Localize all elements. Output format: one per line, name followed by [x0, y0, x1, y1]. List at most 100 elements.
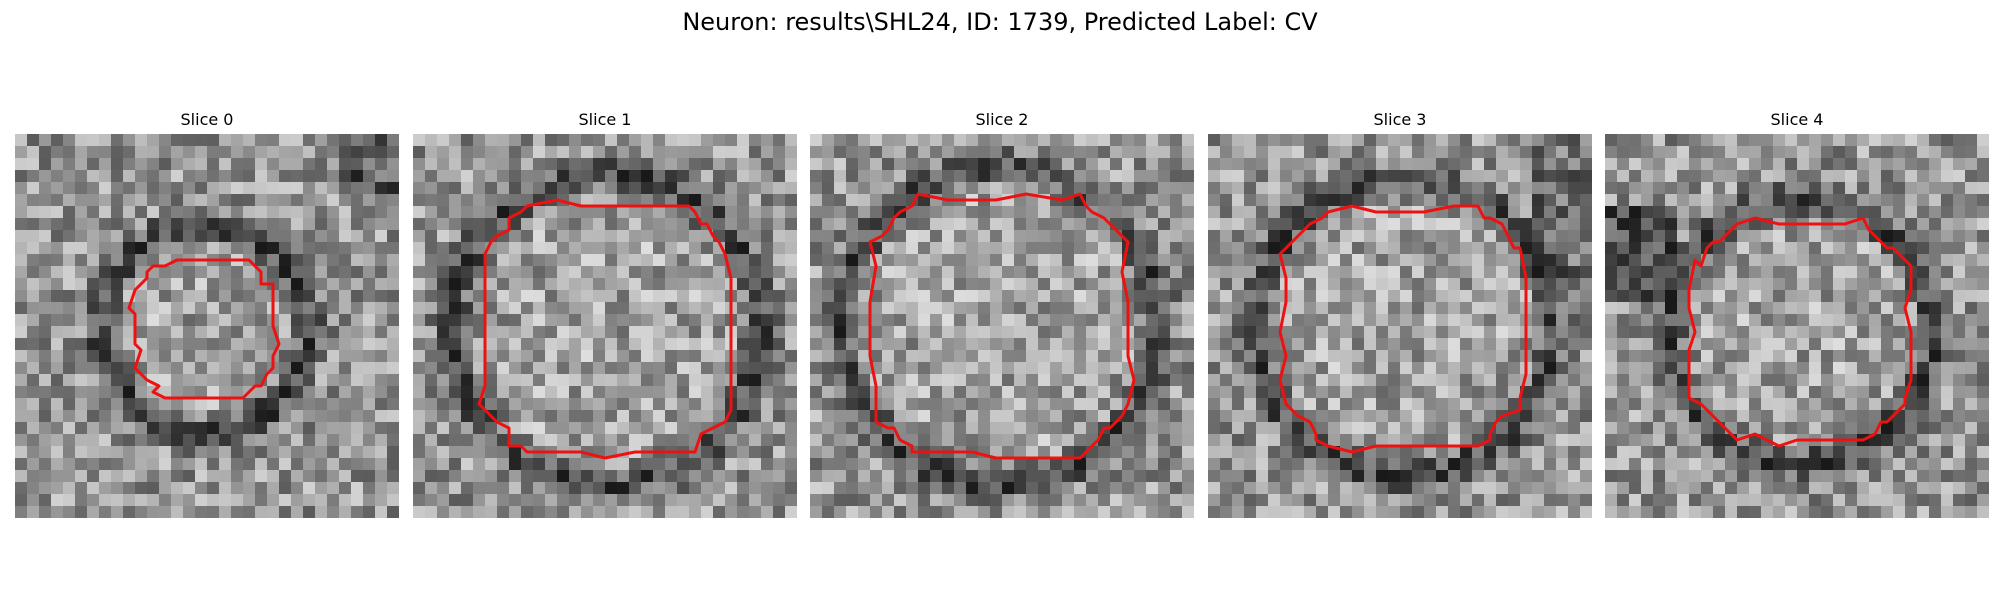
slice-pixel	[1146, 434, 1158, 446]
slice-pixel	[1797, 182, 1809, 194]
slice-pixel	[1821, 230, 1833, 242]
slice-pixel	[351, 182, 363, 194]
slice-pixel	[159, 278, 171, 290]
slice-pixel	[1689, 146, 1701, 158]
slice-pixel	[749, 446, 761, 458]
slice-pixel	[147, 278, 159, 290]
slice-panel-0: Slice 0	[15, 108, 399, 518]
slice-pixel	[219, 350, 231, 362]
slice-pixel	[1761, 458, 1773, 470]
slice-pixel	[1833, 254, 1845, 266]
slice-pixel	[1532, 362, 1544, 374]
slice-pixel	[1134, 374, 1146, 386]
slice-pixel	[1086, 506, 1098, 518]
slice-pixel	[990, 338, 1002, 350]
slice-pixel	[1677, 254, 1689, 266]
slice-pixel	[1496, 314, 1508, 326]
slice-pixel	[27, 350, 39, 362]
slice-pixel	[171, 362, 183, 374]
slice-pixel	[533, 182, 545, 194]
slice-pixel	[1158, 386, 1170, 398]
slice-pixel	[1580, 494, 1592, 506]
slice-pixel	[1364, 146, 1376, 158]
slice-pixel	[954, 230, 966, 242]
slice-pixel	[954, 398, 966, 410]
slice-pixel	[773, 482, 785, 494]
slice-pixel	[1110, 194, 1122, 206]
slice-pixel	[545, 206, 557, 218]
slice-pixel	[1400, 278, 1412, 290]
slice-pixel	[1568, 266, 1580, 278]
slice-pixel	[1605, 278, 1617, 290]
slice-pixel	[749, 254, 761, 266]
slice-pixel	[27, 314, 39, 326]
slice-pixel	[425, 494, 437, 506]
slice-pixel	[1677, 278, 1689, 290]
slice-pixel	[1352, 494, 1364, 506]
slice-pixel	[521, 230, 533, 242]
slice-pixel	[1953, 326, 1965, 338]
slice-pixel	[1857, 242, 1869, 254]
slice-pixel	[966, 350, 978, 362]
slice-pixel	[1953, 446, 1965, 458]
slice-pixel	[1629, 230, 1641, 242]
slice-pixel	[1568, 230, 1580, 242]
slice-pixel	[1376, 386, 1388, 398]
slice-pixel	[1641, 158, 1653, 170]
slice-pixel	[1268, 158, 1280, 170]
slice-pixel	[327, 218, 339, 230]
slice-pixel	[677, 398, 689, 410]
slice-pixel	[882, 362, 894, 374]
slice-pixel	[87, 422, 99, 434]
slice-pixel	[51, 386, 63, 398]
slice-pixel	[1002, 218, 1014, 230]
slice-pixel	[15, 446, 27, 458]
slice-pixel	[1653, 410, 1665, 422]
slice-pixel	[1749, 362, 1761, 374]
slice-pixel	[749, 182, 761, 194]
slice-pixel	[1340, 146, 1352, 158]
slice-pixel	[1472, 146, 1484, 158]
slice-pixel	[569, 218, 581, 230]
slice-pixel	[111, 338, 123, 350]
slice-pixel	[315, 182, 327, 194]
slice-pixel	[1460, 506, 1472, 518]
slice-pixel	[413, 422, 425, 434]
slice-pixel	[75, 242, 87, 254]
slice-pixel	[1038, 494, 1050, 506]
slice-pixel	[1376, 146, 1388, 158]
slice-pixel	[761, 350, 773, 362]
slice-pixel	[1038, 350, 1050, 362]
slice-pixel	[1376, 410, 1388, 422]
slice-pixel	[39, 302, 51, 314]
slice-pixel	[63, 290, 75, 302]
slice-pixel	[1268, 242, 1280, 254]
slice-pixel	[918, 398, 930, 410]
slice-pixel	[1605, 326, 1617, 338]
slice-pixel	[147, 422, 159, 434]
slice-pixel	[1340, 362, 1352, 374]
slice-pixel	[617, 458, 629, 470]
slice-pixel	[834, 206, 846, 218]
slice-pixel	[1098, 386, 1110, 398]
slice-pixel	[1448, 290, 1460, 302]
slice-pixel	[75, 158, 87, 170]
slice-pixel	[351, 314, 363, 326]
slice-pixel	[1773, 206, 1785, 218]
slice-pixel	[375, 422, 387, 434]
slice-pixel	[1352, 410, 1364, 422]
slice-pixel	[737, 242, 749, 254]
slice-pixel	[978, 326, 990, 338]
slice-pixel	[279, 314, 291, 326]
slice-pixel	[1244, 134, 1256, 146]
slice-pixel	[1665, 458, 1677, 470]
slice-pixel	[339, 314, 351, 326]
slice-pixel	[761, 290, 773, 302]
slice-pixel	[1677, 314, 1689, 326]
slice-pixel	[725, 470, 737, 482]
slice-pixel	[906, 350, 918, 362]
slice-pixel	[749, 458, 761, 470]
slice-pixel	[605, 278, 617, 290]
slice-pixel	[1629, 314, 1641, 326]
slice-pixel	[291, 134, 303, 146]
